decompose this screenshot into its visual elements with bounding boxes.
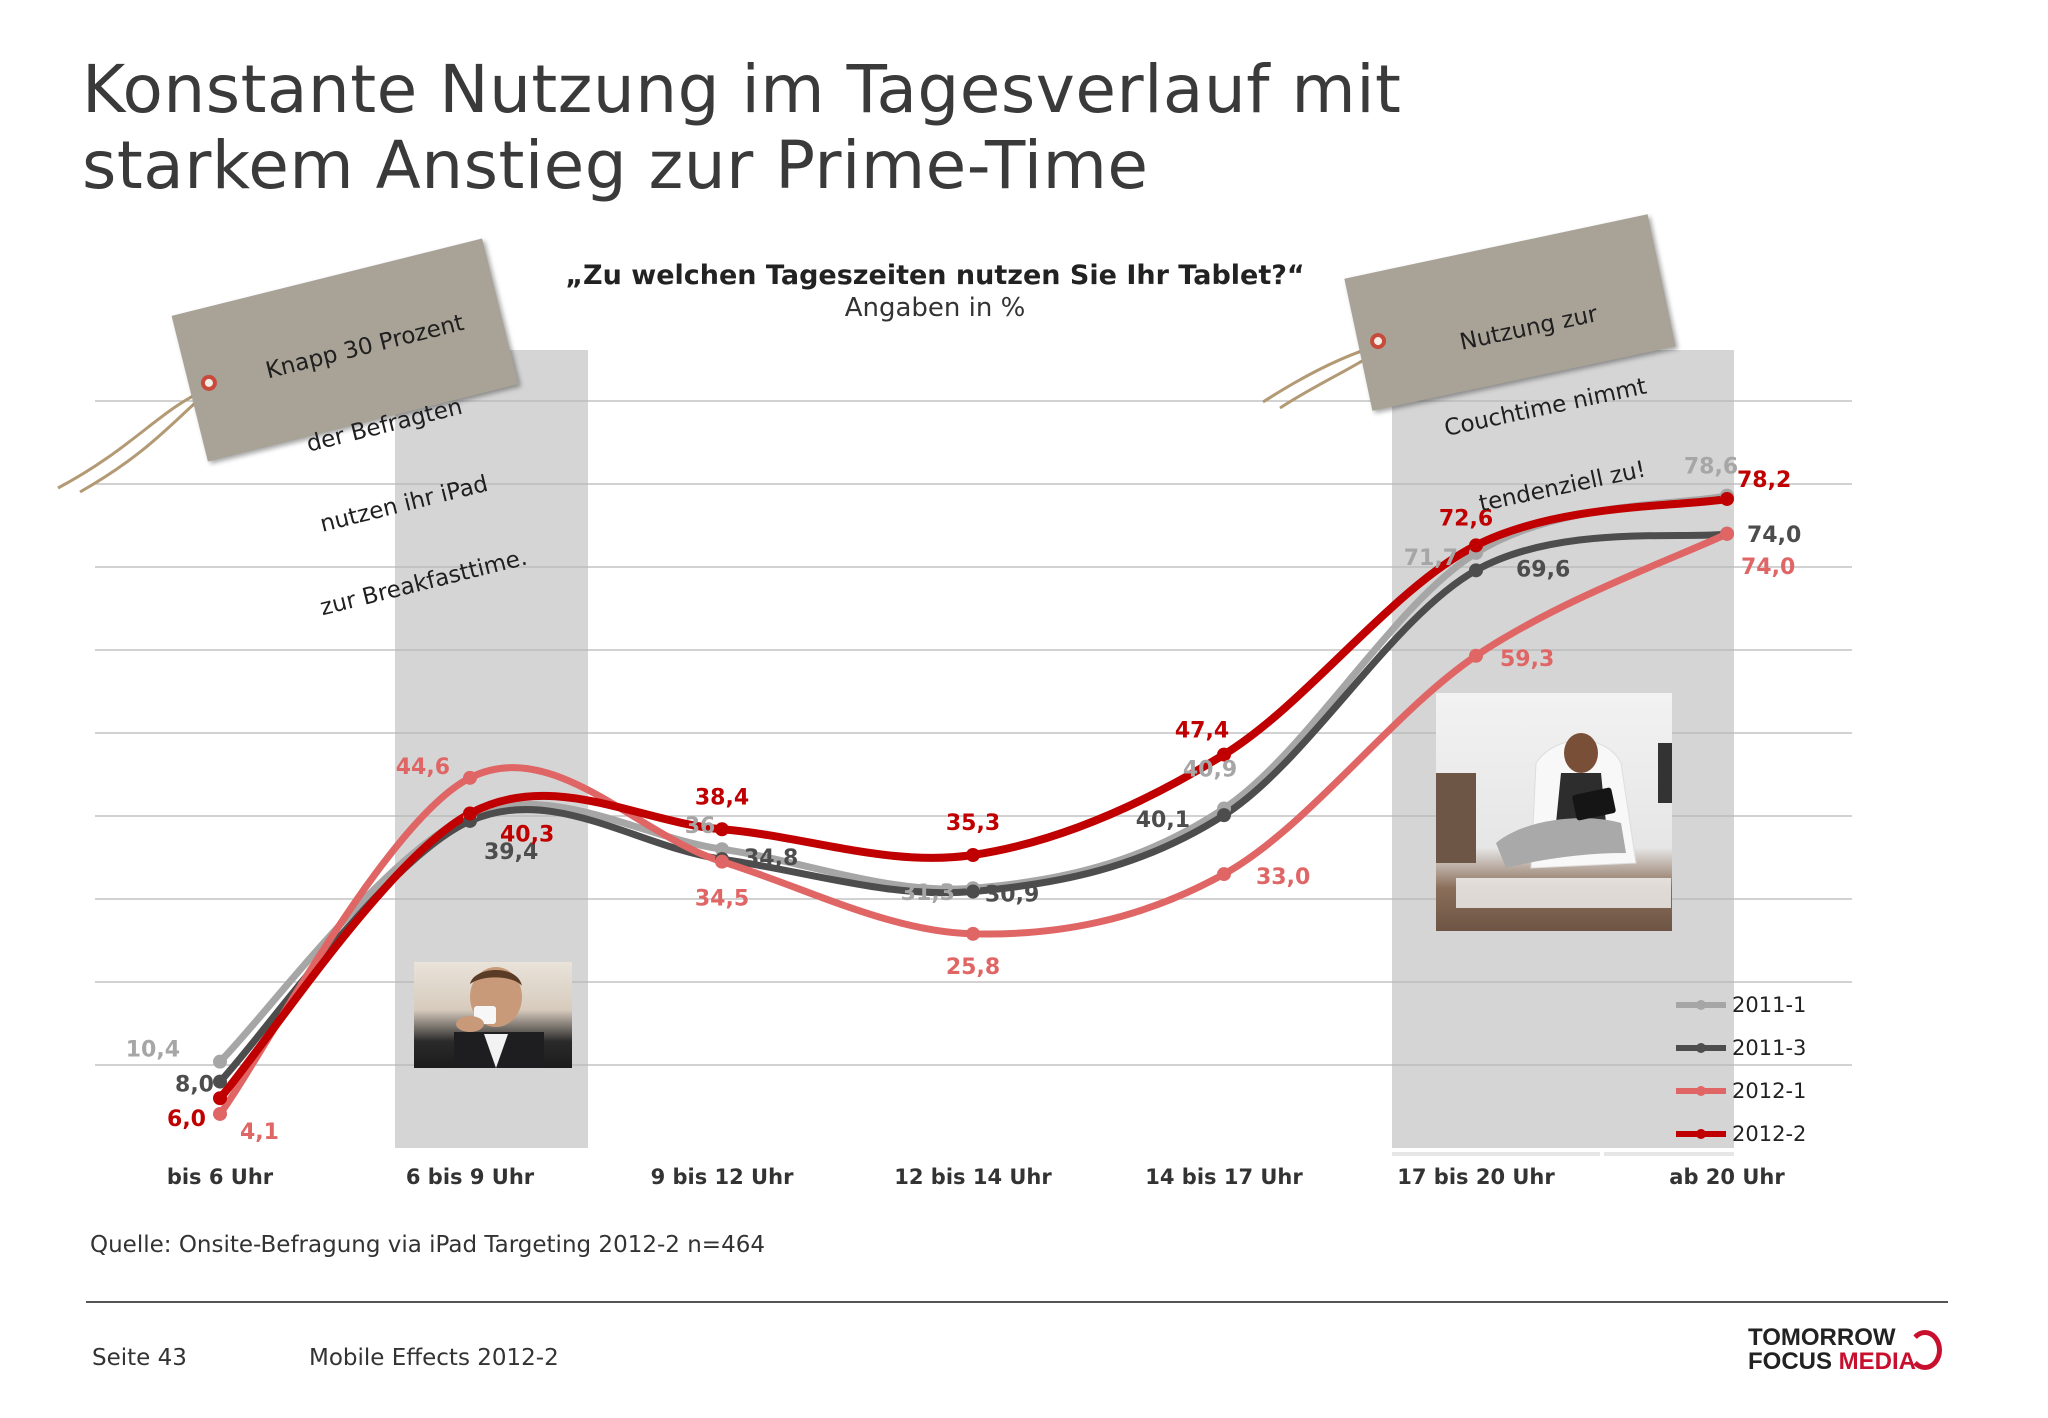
data-point-2012-2-1 — [463, 806, 477, 821]
data-point-2011-3-0 — [213, 1074, 227, 1089]
data-label-2012-2-3: 35,3 — [946, 811, 1000, 836]
legend-label-2011-3: 2011-3 — [1732, 1036, 1806, 1060]
x-tick-label-3: 12 bis 14 Uhr — [894, 1165, 1052, 1189]
tag-left-line-3: nutzen ihr iPad — [317, 470, 491, 538]
chart-unit-note: Angaben in % — [844, 293, 1026, 323]
data-point-2012-1-3 — [966, 926, 980, 941]
data-point-2012-1-0 — [213, 1106, 227, 1121]
data-label-2012-1-4: 33,0 — [1256, 865, 1310, 890]
data-point-2011-3-3 — [966, 884, 980, 899]
footer-divider — [86, 1301, 1948, 1303]
tag-right-line-3: tendenziell zu! — [1476, 456, 1649, 518]
data-point-2011-1-2 — [715, 842, 729, 857]
tag-left-line-2: der Befragten — [303, 393, 465, 458]
data-label-2011-3-5: 69,6 — [1516, 557, 1570, 582]
legend-label-2012-1: 2012-1 — [1732, 1079, 1806, 1103]
data-label-2011-3-2: 34,8 — [744, 846, 798, 871]
data-point-2012-2-3 — [966, 848, 980, 863]
legend-label-2011-1: 2011-1 — [1732, 993, 1806, 1017]
data-point-2012-2-4 — [1217, 747, 1231, 762]
data-label-2011-1-3: 31,3 — [901, 881, 955, 906]
data-label-2011-1-6: 78,6 — [1684, 455, 1738, 480]
footer-page-number: Seite 43 — [92, 1345, 187, 1371]
logo-line-2-focus: FOCUS — [1748, 1348, 1839, 1375]
x-tick-label-4: 14 bis 17 Uhr — [1145, 1165, 1303, 1189]
tag-right-line-2: Couchtime nimmt — [1442, 373, 1650, 442]
data-point-2012-1-2 — [715, 854, 729, 869]
x-tick-label-2: 9 bis 12 Uhr — [651, 1165, 795, 1189]
data-point-2012-1-4 — [1217, 867, 1231, 882]
data-label-2011-3-0: 8,0 — [175, 1073, 214, 1098]
data-label-2011-3-3: 30,9 — [985, 883, 1039, 908]
chart-question: „Zu welchen Tageszeiten nutzen Sie Ihr T… — [565, 260, 1305, 291]
data-label-2012-2-5: 72,6 — [1439, 506, 1493, 531]
x-tick-label-0: bis 6 Uhr — [167, 1165, 274, 1189]
footer-publication: Mobile Effects 2012-2 — [309, 1345, 559, 1371]
tag-right-line-1: Nutzung zur — [1457, 301, 1600, 356]
logo-ring-icon — [1908, 1330, 1942, 1370]
data-label-2012-1-2: 34,5 — [695, 887, 749, 912]
data-label-2011-3-1: 39,4 — [484, 840, 538, 865]
data-label-2012-1-5: 59,3 — [1500, 647, 1554, 672]
tag-left-line-4: zur Breakfasttime. — [317, 544, 530, 622]
data-point-2012-2-6 — [1720, 491, 1734, 506]
data-label-2011-3-6: 74,0 — [1747, 523, 1801, 548]
logo-line-2-media: MEDIA — [1838, 1348, 1917, 1375]
photo-woman-with-tablet — [1436, 693, 1672, 931]
data-point-2012-1-5 — [1469, 648, 1483, 663]
logo-line-1: TOMORROW — [1748, 1324, 1896, 1351]
data-label-2011-1-5: 71,7 — [1404, 546, 1458, 571]
company-logo: TOMORROW FOCUS MEDIA — [1748, 1326, 1916, 1374]
legend-marker-2011-1 — [1696, 1000, 1706, 1010]
data-label-2012-1-0: 4,1 — [240, 1120, 279, 1145]
tag-left-line-1: Knapp 30 Prozent — [263, 309, 467, 385]
data-point-2012-2-0 — [213, 1091, 227, 1106]
data-label-2012-2-4: 47,4 — [1175, 719, 1229, 744]
data-label-2011-1-2: 36 — [685, 814, 716, 839]
data-label-2012-1-3: 25,8 — [946, 955, 1000, 980]
tag-right-hole — [1368, 331, 1388, 351]
x-tick-label-1: 6 bis 9 Uhr — [406, 1165, 535, 1189]
legend-label-2012-2: 2012-2 — [1732, 1122, 1806, 1146]
data-label-2011-1-0: 10,4 — [126, 1038, 180, 1063]
data-point-2012-2-5 — [1469, 538, 1483, 553]
photo-man-drinking-coffee — [414, 962, 572, 1068]
data-point-2012-2-2 — [715, 822, 729, 837]
data-point-2011-1-0 — [213, 1054, 227, 1069]
data-label-2012-2-2: 38,4 — [695, 785, 749, 810]
data-point-2012-1-1 — [463, 770, 477, 785]
data-point-2011-3-4 — [1217, 808, 1231, 823]
page-title-line-1: Konstante Nutzung im Tagesverlauf mit — [82, 51, 1402, 128]
data-label-2012-1-6: 74,0 — [1741, 555, 1795, 580]
data-point-2012-1-6 — [1720, 526, 1734, 541]
data-point-2011-3-5 — [1469, 563, 1483, 578]
legend-marker-2012-1 — [1696, 1086, 1706, 1096]
legend-marker-2012-2 — [1696, 1129, 1706, 1139]
data-label-2012-2-1: 40,3 — [500, 823, 554, 848]
source-note: Quelle: Onsite-Befragung via iPad Target… — [90, 1232, 765, 1258]
x-tick-label-5: 17 bis 20 Uhr — [1397, 1165, 1555, 1189]
data-label-2012-1-1: 44,6 — [396, 755, 450, 780]
page-title-line-2: starkem Anstieg zur Prime-Time — [82, 127, 1149, 204]
data-label-2012-2-0: 6,0 — [167, 1107, 206, 1132]
data-label-2011-1-4: 40,9 — [1183, 758, 1237, 783]
page-title: Konstante Nutzung im Tagesverlauf mit st… — [82, 52, 1582, 204]
x-tick-label-6: ab 20 Uhr — [1669, 1165, 1785, 1189]
data-label-2011-3-4: 40,1 — [1136, 808, 1190, 833]
data-label-2012-2-6: 78,2 — [1737, 468, 1791, 493]
legend-marker-2011-3 — [1696, 1043, 1706, 1053]
tag-left-hole — [199, 373, 219, 393]
